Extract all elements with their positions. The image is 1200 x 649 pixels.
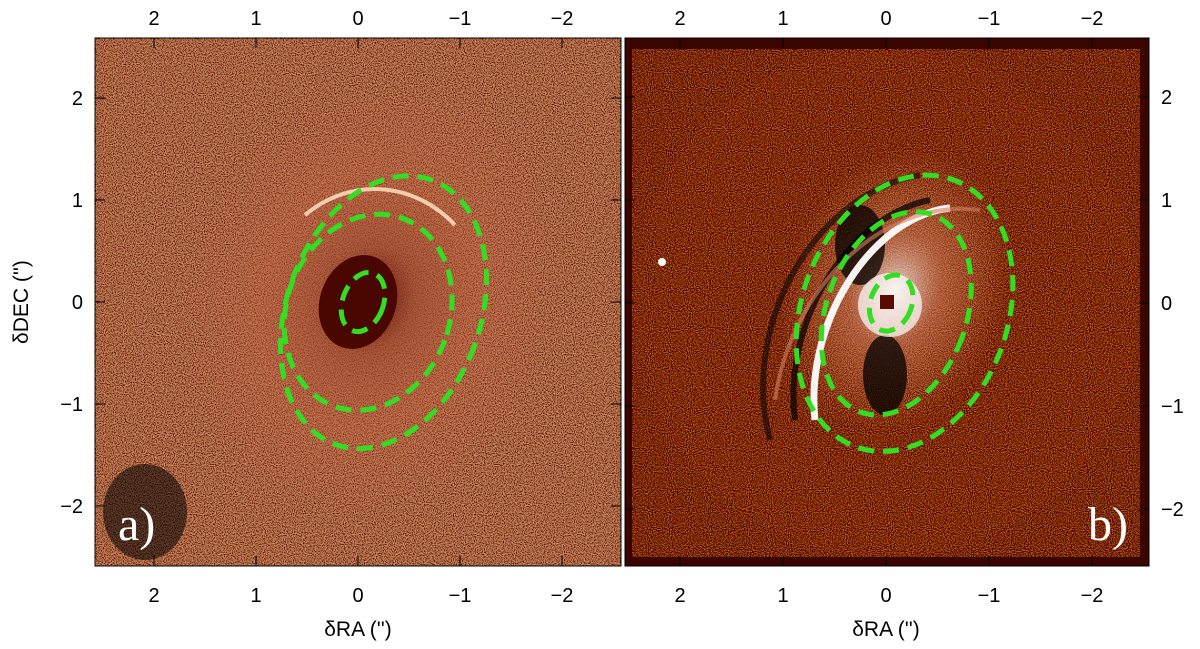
y-tick-label-right: 2 <box>1161 87 1172 109</box>
x-tick-label-bottom: −1 <box>978 585 1001 607</box>
x-tick-label-bottom: 2 <box>148 585 159 607</box>
x-tick-label-top: 0 <box>352 8 363 30</box>
panel-b-image <box>625 38 1149 566</box>
x-tick-label-top: 2 <box>148 8 159 30</box>
x-tick-label-bottom: −2 <box>1081 585 1104 607</box>
x-tick-label-bottom: 1 <box>777 585 788 607</box>
y-tick-label-left: −1 <box>60 394 83 416</box>
panel-b: 2 2 1 1 0 0 −1 −1 −2 −2 2 1 0 −1 −2 b) δRA ('') <box>624 8 1184 641</box>
y-tick-label-right: −1 <box>1161 396 1184 418</box>
panel-a-xlabel: δRA ('') <box>324 618 392 641</box>
x-tick-label-top: 1 <box>777 8 788 30</box>
x-tick-label-top: −1 <box>978 8 1001 30</box>
x-tick-label-top: 1 <box>250 8 261 30</box>
x-tick-label-bottom: −1 <box>449 585 472 607</box>
panel-b-ticks: 2 2 1 1 0 0 −1 −1 −2 −2 2 1 0 −1 −2 <box>625 8 1184 607</box>
y-tick-label-left: 1 <box>72 190 83 212</box>
x-tick-label-top: −2 <box>551 8 574 30</box>
y-tick-label-right: −2 <box>1161 499 1184 521</box>
panel-b-xlabel: δRA ('') <box>852 618 920 641</box>
y-tick-label-left: 2 <box>72 88 83 110</box>
ellipse-overlay-3 <box>866 272 916 334</box>
ellipse-overlay-2 <box>818 209 974 418</box>
ellipse-overlay-3 <box>338 269 388 335</box>
y-tick-label-right: 0 <box>1161 293 1172 315</box>
panel-a-ylabel: δDEC ('') <box>10 260 33 344</box>
x-tick-label-bottom: 0 <box>880 585 891 607</box>
x-tick-label-bottom: 2 <box>674 585 685 607</box>
y-tick-label-left: 0 <box>72 292 83 314</box>
y-tick-label-left: −2 <box>60 496 83 518</box>
x-tick-label-top: 2 <box>674 8 685 30</box>
panel-a-image <box>95 38 621 566</box>
panel-a-label: a) <box>118 498 155 551</box>
panel-a-ellipses <box>278 173 489 452</box>
x-tick-label-bottom: 0 <box>352 585 363 607</box>
ellipse-overlay-1 <box>793 172 1016 454</box>
x-tick-label-top: −2 <box>1081 8 1104 30</box>
x-tick-label-top: 0 <box>880 8 891 30</box>
x-tick-label-bottom: 1 <box>250 585 261 607</box>
panel-a: 2 2 1 1 0 0 −1 −1 −2 −2 2 1 0 −1 −2 a) δRA ('') δDEC (… <box>10 8 622 641</box>
panel-a-ticks: 2 2 1 1 0 0 −1 −1 −2 −2 2 1 0 −1 −2 <box>60 8 621 607</box>
panel-b-ellipses <box>793 172 1016 454</box>
panel-b-label: b) <box>1088 498 1128 551</box>
y-tick-label-right: 1 <box>1161 190 1172 212</box>
ellipse-overlay-2 <box>281 211 455 413</box>
x-tick-label-top: −1 <box>449 8 472 30</box>
x-tick-label-bottom: −2 <box>551 585 574 607</box>
